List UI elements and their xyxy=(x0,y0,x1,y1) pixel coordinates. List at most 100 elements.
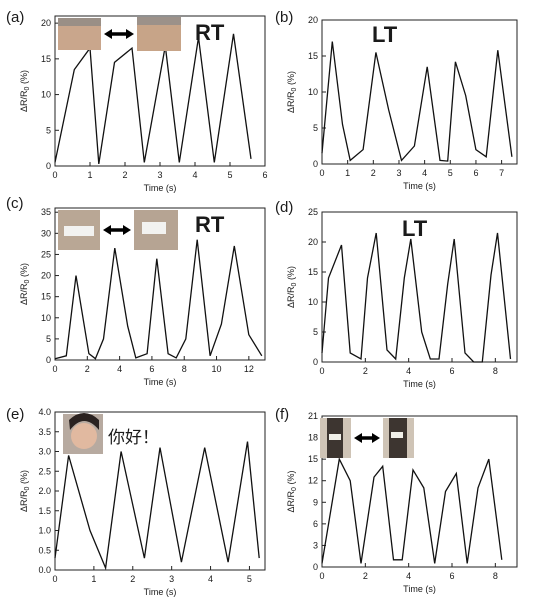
panel-3-ytick-label-1: 5 xyxy=(313,327,318,337)
panel-4-ytick-label-7: 3.5 xyxy=(38,427,51,437)
panel-2-ytick-label-0: 0 xyxy=(46,355,51,365)
panel-5-ytick-label-3: 9 xyxy=(313,497,318,507)
panel-0-xtick-label-4: 4 xyxy=(192,170,197,180)
panel-2-xtick-label-0: 0 xyxy=(52,364,57,374)
panel-1: 0 1 2 3 4 5 6 7 0 5 10 15 20 Time (s) ΔR/R0 (%) (b) LT xyxy=(275,9,518,191)
panel-2-annotation: RT xyxy=(195,212,225,237)
inset-photos xyxy=(58,17,414,458)
panel-3: 0 2 4 6 8 0 5 10 15 20 25 Time (s) ΔR/R0 (%) (d) LT xyxy=(275,199,518,389)
panel-4-xtick-label-0: 0 xyxy=(52,574,57,584)
panel-1-xtick-label-2: 2 xyxy=(371,168,376,178)
panel-4-series-line xyxy=(54,441,260,571)
panel-4-ytick-label-3: 1.5 xyxy=(38,506,51,516)
panel-0-annotation: RT xyxy=(195,20,225,45)
panel-2-ytick-label-2: 10 xyxy=(41,313,51,323)
panel-4-xlabel: Time (s) xyxy=(144,587,177,597)
panel-5-series-line xyxy=(321,457,503,564)
panel-2-xtick-label-2: 4 xyxy=(117,364,122,374)
panel-1-ytick-label-4: 20 xyxy=(308,15,318,25)
panel-4: 0 1 2 3 4 5 0.0 0.5 1.0 1.5 2.0 2.5 3.0 3.5 4.0 Time (s… xyxy=(6,406,266,597)
panel-2-ytick-label-5: 25 xyxy=(41,249,51,259)
panel-2-series-line xyxy=(54,239,263,360)
panel-1-ytick-label-2: 10 xyxy=(308,87,318,97)
panel-3-ytick-label-0: 0 xyxy=(313,357,318,367)
panel-0-ylabel: ΔR/R0 (%) xyxy=(19,70,31,112)
panel-0-ytick-label-3: 15 xyxy=(41,54,51,64)
panel-3-ytick-label-4: 20 xyxy=(308,237,318,247)
panel-0-ytick-label-1: 5 xyxy=(46,125,51,135)
panel-3-xtick-label-2: 4 xyxy=(406,366,411,376)
panel-5-xtick-label-1: 2 xyxy=(363,571,368,581)
panel-1-ylabel: ΔR/R0 (%) xyxy=(286,71,298,113)
panel-1-xtick-label-1: 1 xyxy=(345,168,350,178)
panel-4-letter: (e) xyxy=(6,406,24,423)
panel-3-letter: (d) xyxy=(275,199,293,216)
panel-4-ylabel: ΔR/R0 (%) xyxy=(19,470,31,512)
panel-1-xtick-label-6: 6 xyxy=(473,168,478,178)
panel-5: 0 2 4 6 8 0 3 6 9 12 15 18 21 Time (s) ΔR/R0 (%) (f) xyxy=(275,406,518,594)
panel-0: 0 1 2 3 4 5 6 0 5 10 15 20 Time (s) ΔR/R0 (%) (a) RT xyxy=(6,9,268,193)
panel-5-ylabel: ΔR/R0 (%) xyxy=(286,471,298,513)
panel-5-xtick-label-2: 4 xyxy=(406,571,411,581)
panel-2-ytick-label-3: 15 xyxy=(41,292,51,302)
panel-5-ytick-label-6: 18 xyxy=(308,433,318,443)
panel-3-ytick-label-2: 10 xyxy=(308,297,318,307)
panel-2-ylabel: ΔR/R0 (%) xyxy=(19,263,31,305)
panel-1-xtick-label-4: 4 xyxy=(422,168,427,178)
panel-5-ytick-label-4: 12 xyxy=(308,476,318,486)
panel-5-letter: (f) xyxy=(275,406,289,423)
panel-3-xlabel: Time (s) xyxy=(403,379,436,389)
panel-1-xlabel: Time (s) xyxy=(403,181,436,191)
panel-0-ytick-label-2: 10 xyxy=(41,90,51,100)
panel-1-ytick-label-3: 15 xyxy=(308,51,318,61)
panel-0-xtick-label-3: 3 xyxy=(157,170,162,180)
panel-4-ytick-label-8: 4.0 xyxy=(38,407,51,417)
panel-5-ytick-label-5: 15 xyxy=(308,454,318,464)
panel-3-ytick-label-3: 15 xyxy=(308,267,318,277)
panel-4-ytick-label-0: 0.0 xyxy=(38,565,51,575)
panel-1-xtick-label-3: 3 xyxy=(396,168,401,178)
panel-3-ytick-label-5: 25 xyxy=(308,207,318,217)
bend-arrow-c xyxy=(103,225,131,235)
panel-1-letter: (b) xyxy=(275,9,293,26)
panel-1-series-line xyxy=(321,41,513,162)
panel-4-xtick-label-2: 2 xyxy=(130,574,135,584)
panel-2-ytick-label-7: 35 xyxy=(41,207,51,217)
panel-5-ytick-label-7: 21 xyxy=(308,411,318,421)
panel-2-ytick-label-6: 30 xyxy=(41,228,51,238)
panel-3-ylabel: ΔR/R0 (%) xyxy=(286,266,298,308)
panel-2-xtick-label-4: 8 xyxy=(182,364,187,374)
panel-2-xtick-label-3: 6 xyxy=(149,364,154,374)
hand-flat-photo-bg xyxy=(58,18,101,26)
bend-arrow-a xyxy=(104,29,134,39)
panel-0-xtick-label-5: 5 xyxy=(227,170,232,180)
panel-3-xtick-label-3: 6 xyxy=(449,366,454,376)
panel-2-xtick-label-6: 12 xyxy=(244,364,254,374)
panel-2-xtick-label-5: 10 xyxy=(212,364,222,374)
panel-0-ytick-label-4: 20 xyxy=(41,18,51,28)
panel-5-xtick-label-4: 8 xyxy=(493,571,498,581)
panel-1-xtick-label-0: 0 xyxy=(319,168,324,178)
panel-5-xtick-label-3: 6 xyxy=(449,571,454,581)
panel-2-xlabel: Time (s) xyxy=(144,377,177,387)
hand-bent-photo-bg xyxy=(137,17,181,25)
panel-2-ytick-label-4: 20 xyxy=(41,271,51,281)
panel-1-annotation: LT xyxy=(372,22,398,47)
panel-2-xtick-label-1: 2 xyxy=(85,364,90,374)
panel-5-ytick-label-0: 0 xyxy=(313,562,318,572)
panel-1-ytick-label-1: 5 xyxy=(313,123,318,133)
panel-4-xtick-label-5: 5 xyxy=(247,574,252,584)
panel-0-xtick-label-6: 6 xyxy=(262,170,267,180)
bend-arrow-f xyxy=(354,433,380,443)
panel-4-xtick-label-3: 3 xyxy=(169,574,174,584)
panel-2-plot-frame xyxy=(54,207,266,361)
panel-2-letter: (c) xyxy=(6,195,24,212)
panel-5-ytick-label-1: 3 xyxy=(313,540,318,550)
panel-0-xlabel: Time (s) xyxy=(144,183,177,193)
panel-3-annotation: LT xyxy=(402,216,428,241)
panel-0-xtick-label-2: 2 xyxy=(122,170,127,180)
panel-1-xtick-label-7: 7 xyxy=(499,168,504,178)
panel-2-ytick-label-1: 5 xyxy=(46,334,51,344)
panel-0-series-line xyxy=(54,33,252,164)
